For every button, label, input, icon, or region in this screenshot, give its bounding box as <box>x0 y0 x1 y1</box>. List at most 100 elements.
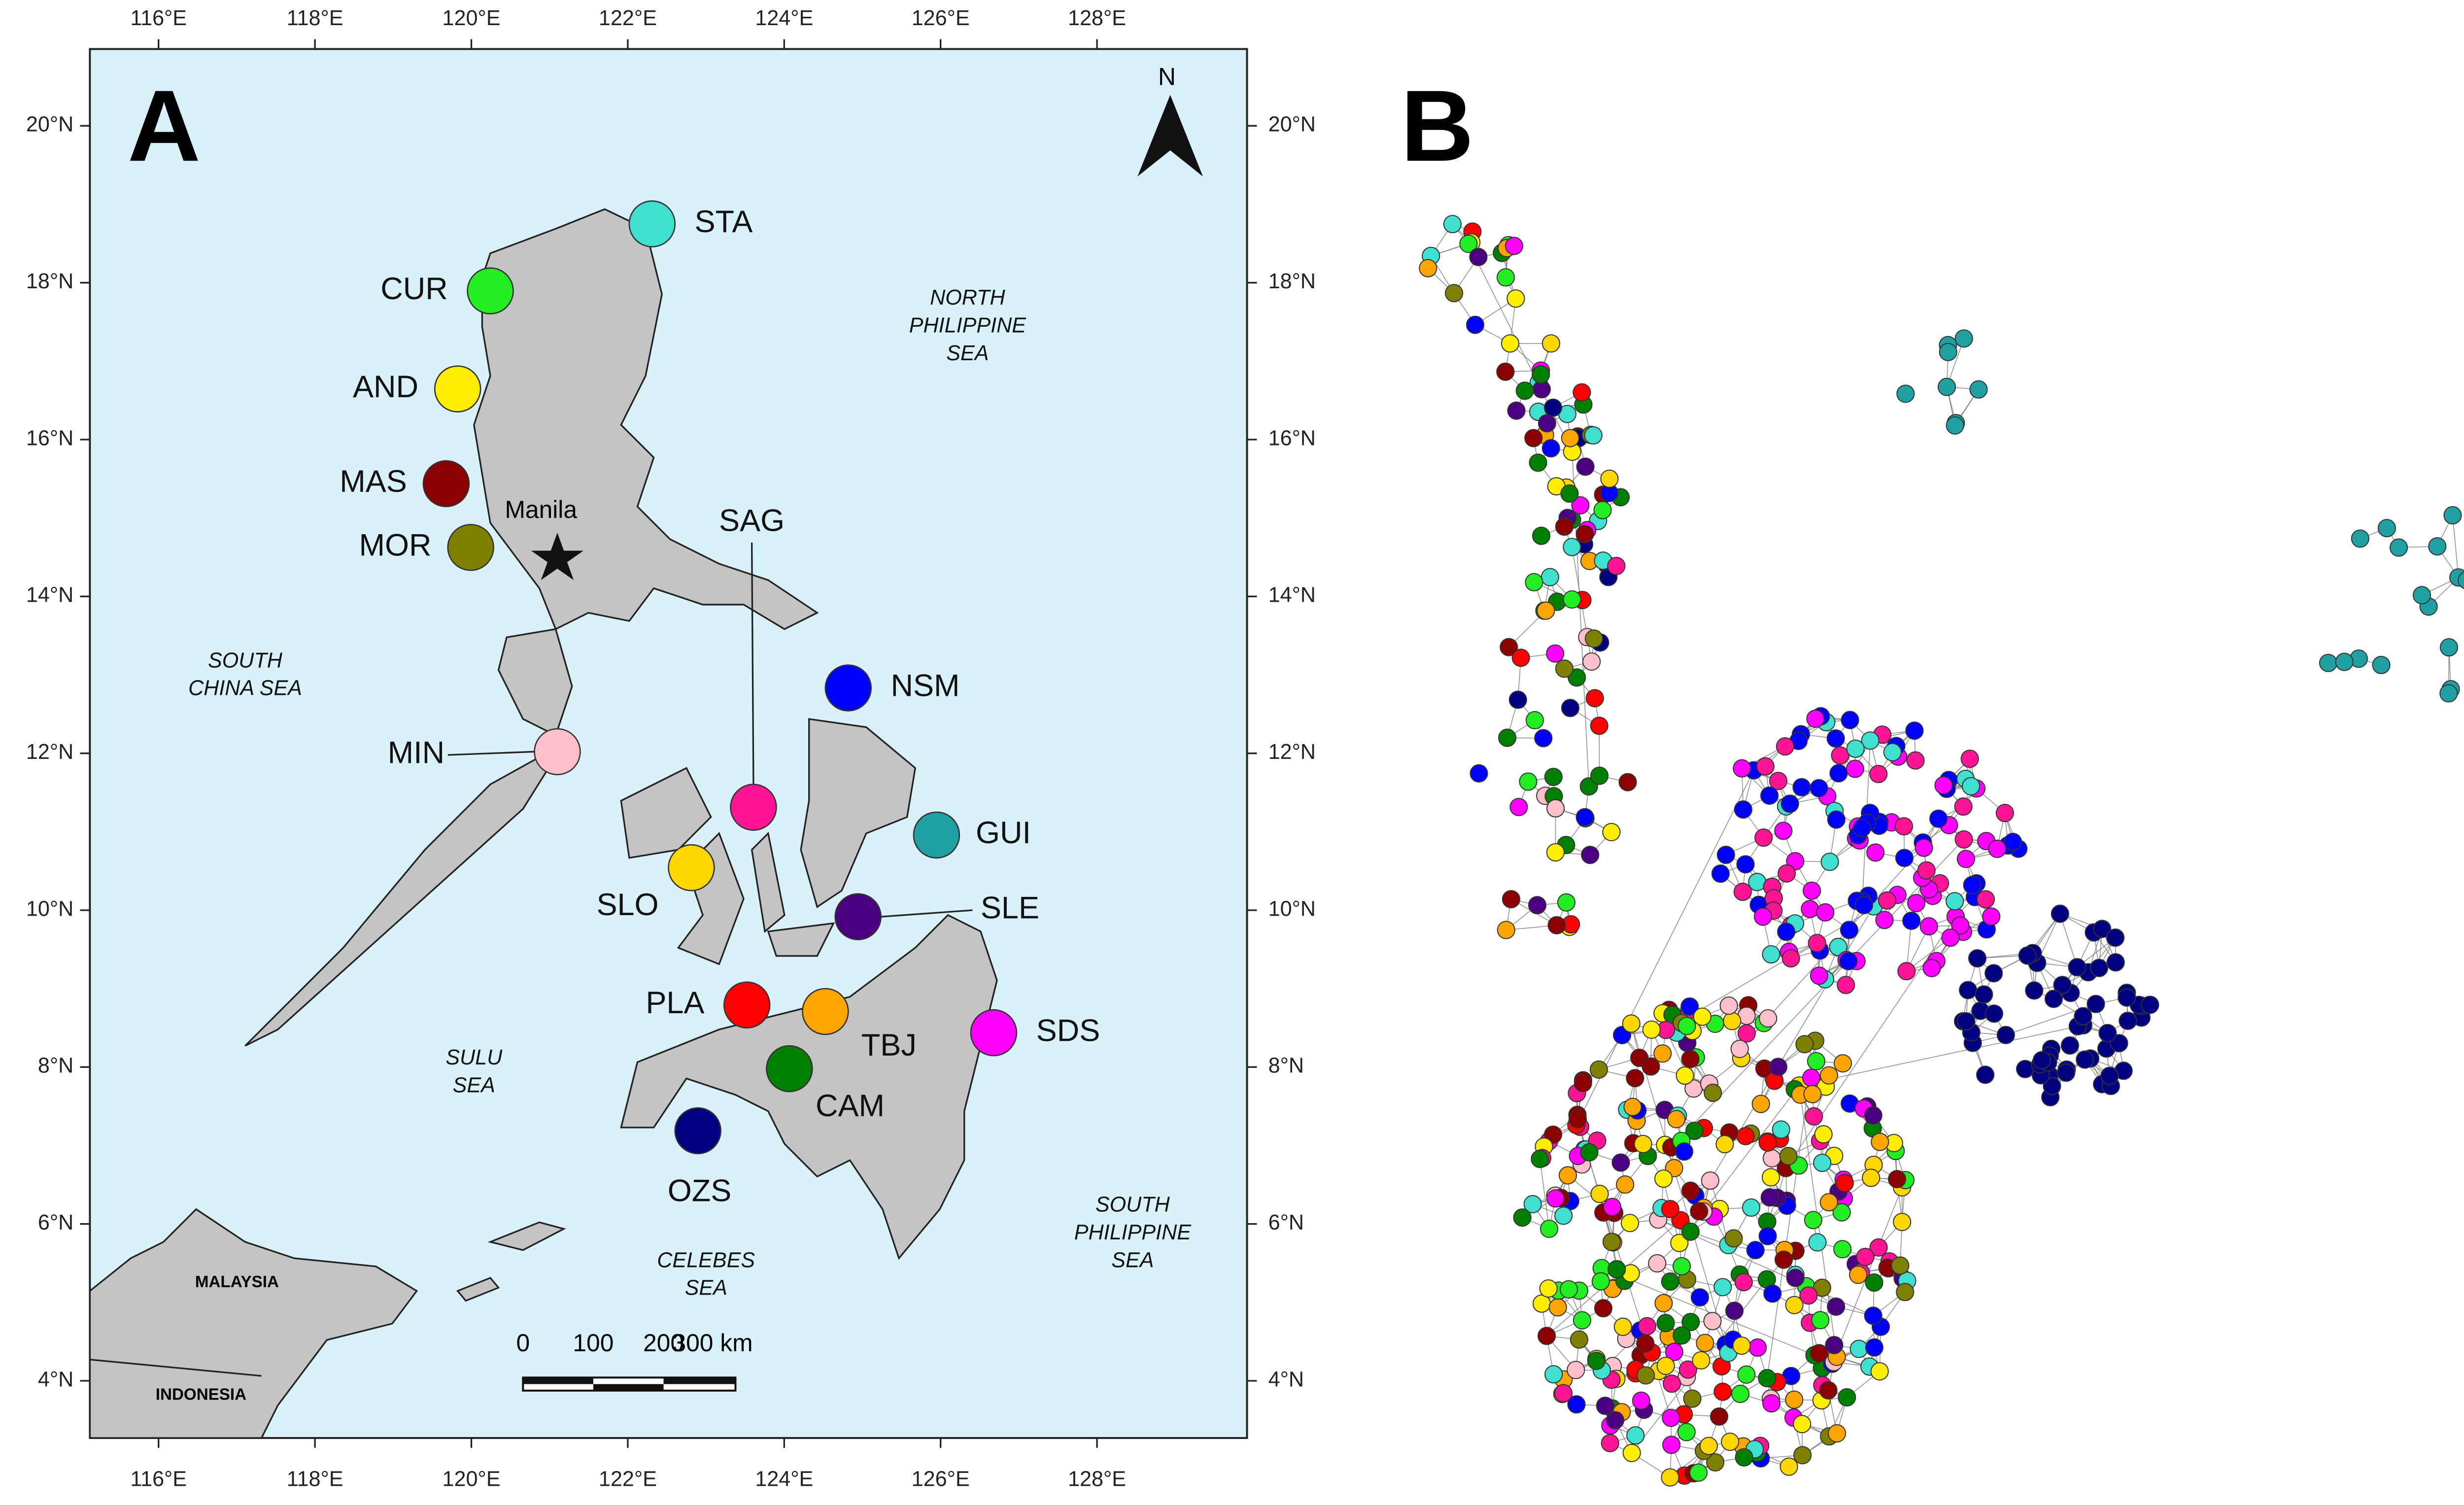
node <box>1710 1407 1729 1426</box>
node <box>1762 945 1780 964</box>
node <box>1665 1342 1683 1361</box>
node <box>1498 728 1517 747</box>
node <box>1459 235 1478 253</box>
lat-tick-label: 12°N <box>26 740 73 764</box>
node <box>2439 638 2459 657</box>
node <box>1681 1181 1700 1200</box>
lat-tick-label: 18°N <box>1268 270 1316 293</box>
node <box>1776 737 1794 756</box>
node <box>1706 1453 1725 1472</box>
node <box>1623 1097 1642 1116</box>
node <box>1584 426 1603 445</box>
node <box>1585 689 1604 708</box>
node <box>1893 1213 1912 1231</box>
node <box>1922 958 1941 978</box>
node <box>1497 921 1515 939</box>
node <box>1759 1009 1778 1028</box>
node <box>1573 383 1591 402</box>
node <box>1571 496 1590 514</box>
edge <box>1785 916 1956 1168</box>
lat-tick-label: 18°N <box>26 270 73 293</box>
node <box>1887 1170 1907 1189</box>
sea-label: NORTH <box>930 286 1005 309</box>
node <box>1813 1278 1831 1297</box>
country-label: MALAYSIA <box>195 1273 279 1291</box>
node <box>1969 380 1988 399</box>
node <box>1827 1297 1846 1316</box>
node <box>1819 1381 1838 1400</box>
node <box>1869 1238 1888 1257</box>
node <box>1896 384 1915 403</box>
node <box>1539 1279 1558 1298</box>
node <box>1632 1391 1650 1410</box>
node <box>1501 334 1520 353</box>
node <box>1841 711 1859 729</box>
node <box>1715 1135 1734 1154</box>
node <box>1470 764 1488 783</box>
node <box>1636 1334 1655 1353</box>
leader-line <box>881 909 973 918</box>
node <box>1826 729 1845 748</box>
node <box>1833 1054 1852 1073</box>
node <box>1701 1171 1719 1190</box>
node <box>1733 759 1751 778</box>
node <box>1976 1065 1995 1084</box>
node <box>1780 1457 1798 1476</box>
node <box>2141 995 2159 1014</box>
lat-tick-label: 4°N <box>38 1368 73 1391</box>
node <box>1846 739 1865 758</box>
node <box>1606 1411 1625 1430</box>
node <box>1760 786 1779 805</box>
node <box>1731 1384 1750 1403</box>
node <box>1895 849 1914 867</box>
node <box>1523 1195 1542 1214</box>
node <box>1611 1153 1630 1172</box>
site-label: CUR <box>380 272 448 306</box>
node <box>1587 1351 1606 1370</box>
cebu <box>751 831 786 933</box>
node <box>1642 1020 1661 1039</box>
node <box>1675 1142 1694 1161</box>
node <box>1581 846 1600 864</box>
node <box>1711 864 1730 883</box>
node <box>1754 828 1773 847</box>
node <box>1748 1338 1767 1357</box>
node <box>1653 1044 1672 1063</box>
node <box>1496 362 1515 381</box>
node <box>1849 1266 1868 1284</box>
north-arrow-shape <box>1137 95 1203 177</box>
node <box>1508 690 1527 709</box>
node <box>1907 894 1926 913</box>
node <box>1849 1339 1868 1358</box>
node <box>1852 819 1872 837</box>
node <box>1861 731 1880 750</box>
land <box>89 208 998 1439</box>
node <box>1777 923 1796 941</box>
site-marker <box>467 267 514 314</box>
sea-label: PHILIPPINE <box>1074 1221 1192 1244</box>
node <box>1626 1426 1645 1445</box>
node <box>1808 934 1826 953</box>
scale-label: 200 <box>643 1329 684 1357</box>
node <box>1681 1313 1700 1332</box>
node <box>1982 907 2001 926</box>
node <box>1600 469 1619 488</box>
node <box>1864 1306 1882 1325</box>
node <box>1662 1436 1681 1454</box>
node <box>2098 1024 2117 1042</box>
node <box>1713 1382 1732 1401</box>
node <box>2025 981 2044 1000</box>
lon-tick-label: 124°E <box>755 6 813 30</box>
node <box>2068 958 2087 977</box>
node <box>1544 767 1563 787</box>
node <box>1507 401 1526 420</box>
node <box>1546 1189 1565 1208</box>
site-label: NSM <box>891 669 960 703</box>
node <box>1580 1143 1599 1162</box>
site-marker <box>422 460 470 508</box>
panay <box>620 767 712 859</box>
node <box>1737 1365 1756 1384</box>
site-label: GUI <box>976 816 1031 850</box>
lon-tick-label: 126°E <box>912 1468 970 1491</box>
node <box>1742 1198 1761 1217</box>
